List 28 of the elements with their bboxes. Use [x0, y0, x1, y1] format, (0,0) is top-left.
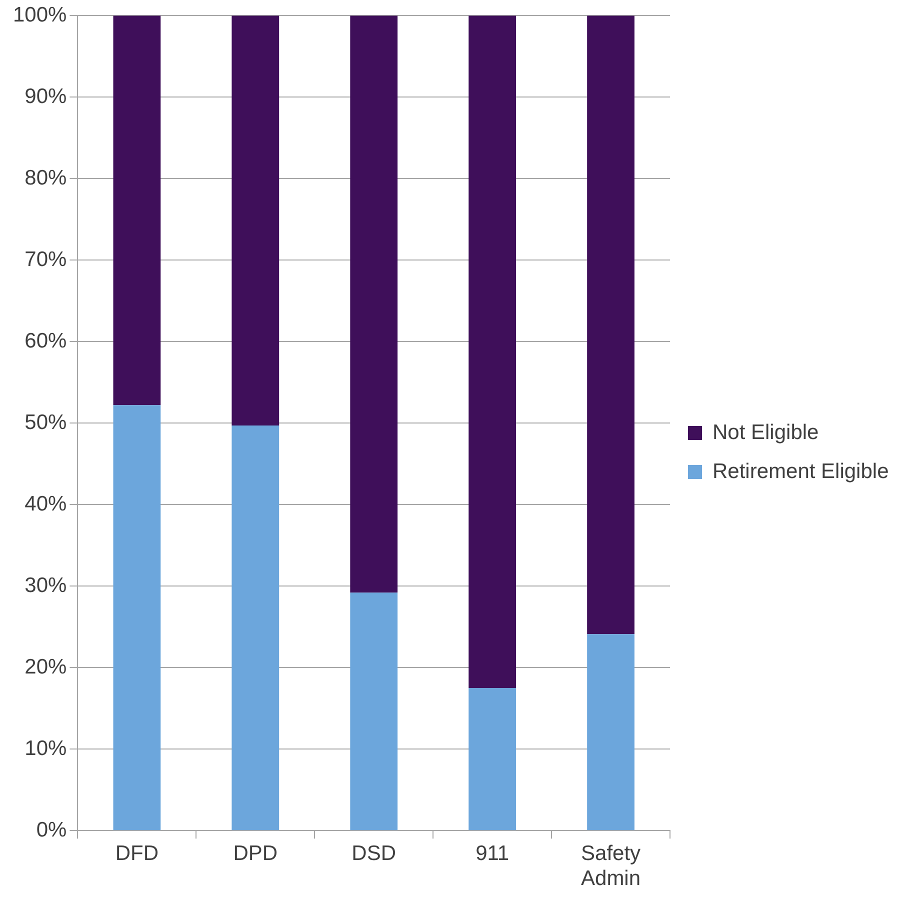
bar [468, 688, 516, 830]
y-tick-label: 60% [24, 329, 67, 352]
y-tick-label: 20% [24, 655, 67, 678]
x-tick-label: DFD [115, 842, 159, 865]
bar [350, 16, 398, 593]
bar [350, 592, 398, 830]
y-tick-label: 90% [24, 84, 67, 108]
y-tick-label: 70% [24, 248, 67, 271]
x-tick-label: DSD [352, 842, 396, 865]
x-tick-label: Safety Admin [581, 842, 642, 890]
y-tick-label: 50% [24, 410, 67, 434]
bar [587, 16, 634, 634]
y-tick-label: 80% [24, 166, 67, 190]
x-tick-label: DPD [233, 842, 278, 865]
y-tick-label: 0% [36, 818, 67, 842]
bar [232, 426, 280, 830]
legend-label: Not Eligible [712, 420, 819, 444]
bar [587, 634, 634, 830]
bar [113, 16, 161, 406]
legend-label: Retirement Eligible [712, 460, 889, 483]
y-tick-label: 100% [12, 3, 67, 26]
bar [113, 405, 161, 830]
y-tick-label: 40% [24, 492, 67, 516]
y-tick-label: 10% [24, 736, 67, 760]
bar [232, 16, 280, 426]
x-tick-label: 911 [476, 842, 510, 865]
bar [468, 16, 516, 688]
y-tick-label: 30% [24, 574, 67, 597]
